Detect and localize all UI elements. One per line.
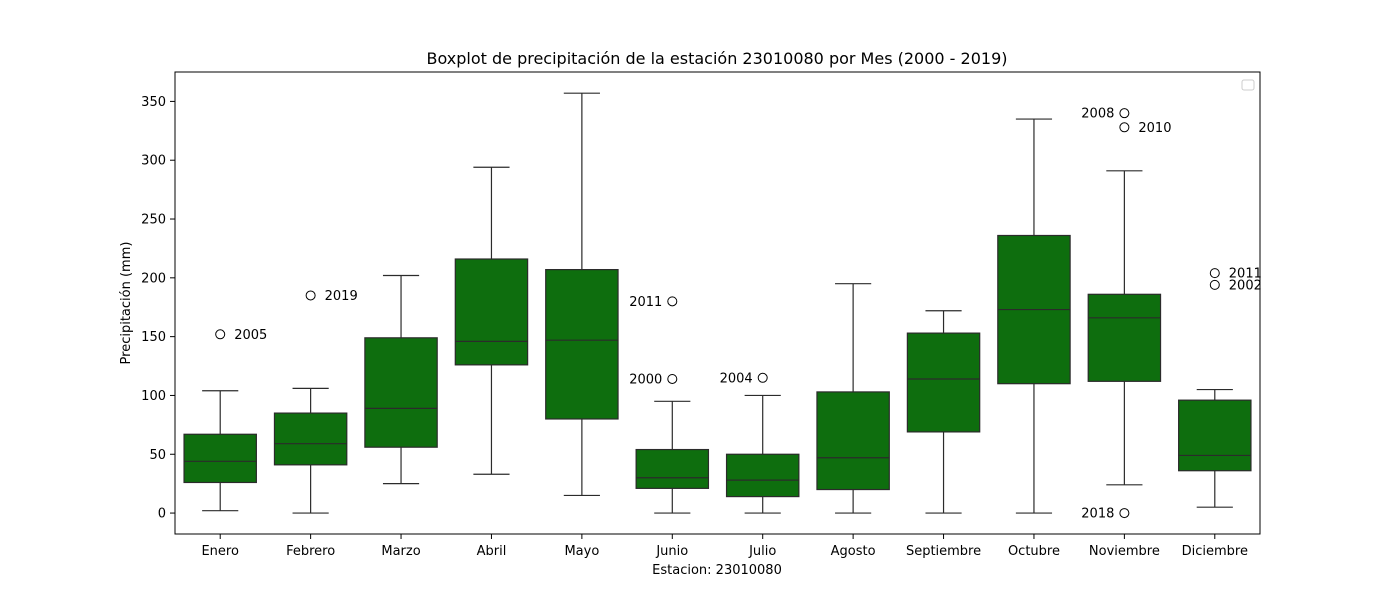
legend-box [1241,79,1255,91]
outlier-label: 2008 [1081,107,1114,122]
outlier-point [1209,279,1220,290]
y-tick-label: 100 [141,389,166,404]
outlier-label: 2002 [1229,278,1262,293]
plot-frame [174,71,1261,535]
outlier-label: 2011 [629,295,662,310]
x-tick-label: Marzo [381,544,420,559]
y-tick-label: 200 [141,271,166,286]
x-tick-label: Noviembre [1089,544,1160,559]
box-group [816,283,890,514]
box-group [454,166,529,475]
box-group [364,274,438,485]
x-tick-label: Julio [748,544,776,559]
outlier-point [1209,268,1220,279]
box [183,433,257,484]
y-tick-label: 350 [141,95,166,110]
x-tick-label: Agosto [831,544,876,559]
box-group: 2008 2010 2018 [1081,107,1171,522]
x-tick-label: Junio [655,544,688,559]
box [454,258,529,366]
outlier-label: 2005 [234,328,267,343]
box-group [545,92,619,497]
outlier-point [305,290,316,301]
y-tick-label: 0 [158,507,166,522]
box-group: 2004 [720,371,800,514]
outlier-point [1119,508,1130,519]
y-tick-label: 150 [141,330,166,345]
outlier-point [667,296,678,307]
box-group: 2019 [273,289,358,514]
x-tick-label: Diciembre [1182,544,1248,559]
x-axis-label: Estacion: 23010080 [652,563,782,578]
box-group: 2005 [183,328,267,512]
outlier-label: 2010 [1138,121,1171,136]
x-tick-label: Enero [201,544,239,559]
box [364,337,438,448]
outlier-point [1119,108,1130,119]
x-tick-label: Abril [477,544,507,559]
box [725,453,800,498]
x-tick-label: Octubre [1008,544,1060,559]
outlier-label: 2018 [1081,507,1114,522]
box [1087,293,1162,382]
outlier-point [757,372,768,383]
y-tick-label: 300 [141,154,166,169]
y-tick-label: 50 [149,448,166,463]
x-axis: Enero Febrero Marzo Abril Mayo Junio Julio Agos… [201,534,1248,559]
box [545,268,619,420]
box-group: 2011 2000 [629,295,710,514]
outlier-label: 2011 [1229,267,1262,282]
x-tick-label: Mayo [564,544,599,559]
box [906,332,981,433]
y-axis: 0 50 100 150 200 250 300 350 [141,95,175,522]
outlier-label: 2019 [325,289,358,304]
box-group [997,118,1071,514]
chart-title: Boxplot de precipitación de la estación … [427,49,1008,68]
box [816,391,890,491]
x-tick-label: Septiembre [906,544,981,559]
outlier-point [1119,122,1130,133]
box-group [906,310,981,514]
outlier-point [667,373,678,384]
box [273,412,348,466]
y-tick-label: 250 [141,213,166,228]
y-axis-label: Precipitación (mm) [119,242,134,365]
box [635,448,710,489]
box [1178,399,1252,472]
outlier-point [215,329,226,340]
outlier-label: 2000 [629,372,662,387]
outlier-label: 2004 [720,371,753,386]
x-tick-label: Febrero [286,544,335,559]
